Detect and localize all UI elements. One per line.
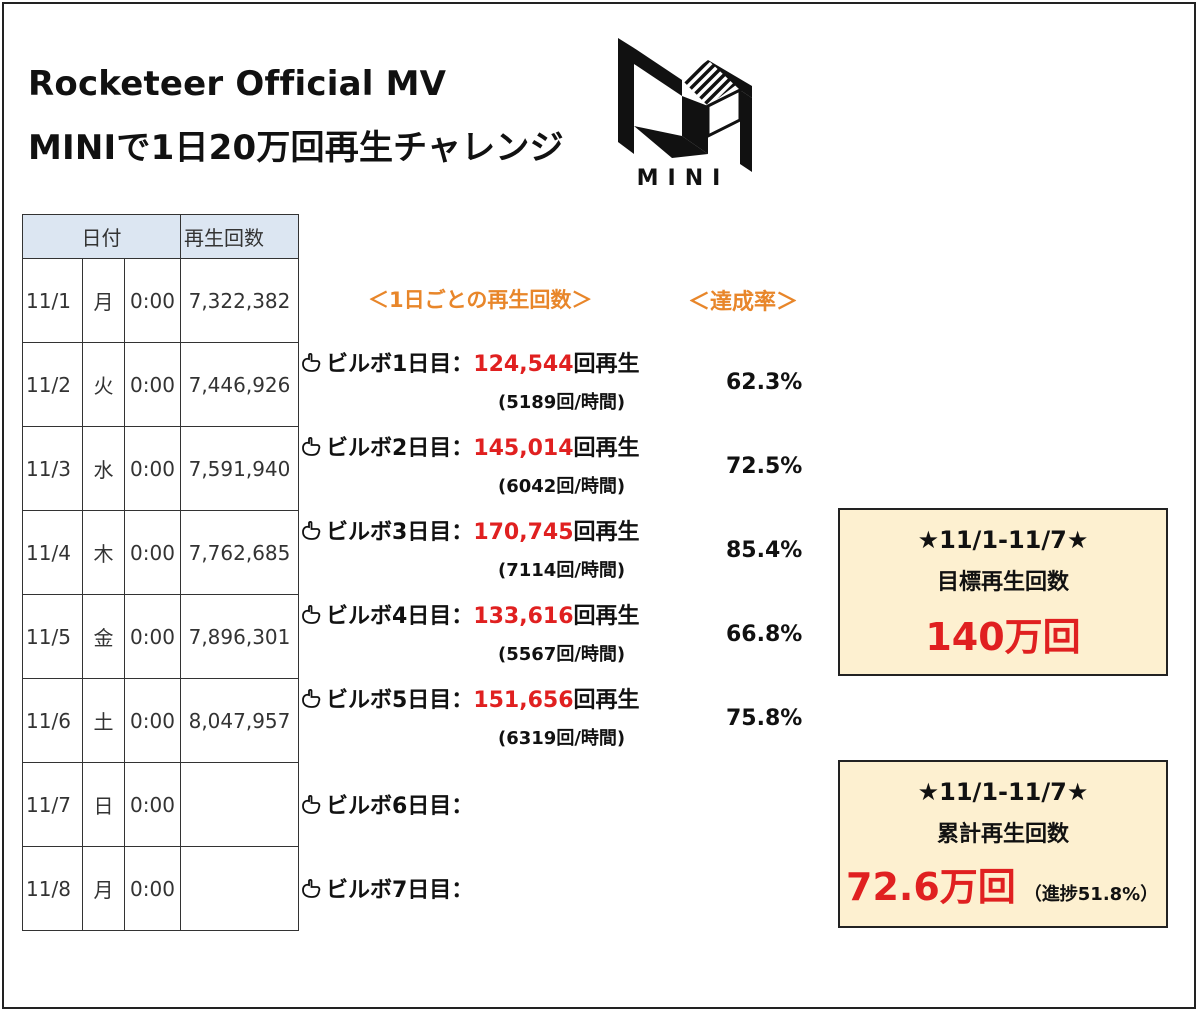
row-time: 0:00 bbox=[124, 342, 181, 427]
day-per-hour: (6042回/時間) bbox=[498, 476, 626, 497]
pointing-hand-icon bbox=[302, 436, 321, 456]
day-suffix: 回再生 bbox=[573, 352, 640, 377]
row-count: 7,446,926 bbox=[180, 342, 299, 427]
row-count: 7,762,685 bbox=[180, 510, 299, 595]
table-row: 11/5 金 0:00 7,896,301 bbox=[22, 594, 299, 679]
row-time: 0:00 bbox=[124, 426, 181, 511]
row-date: 11/3 bbox=[22, 426, 83, 511]
play-count-table: 日付 再生回数 11/1 月 0:00 7,322,382 11/2 火 0:0… bbox=[22, 214, 299, 931]
day-label: ビルボ7日目： bbox=[326, 878, 474, 903]
total-progress-note: （進捗51.8%） bbox=[1023, 884, 1159, 905]
row-count bbox=[180, 846, 299, 931]
day-entry: ビルボ3日目：170,745回再生 (7114回/時間) bbox=[300, 514, 700, 582]
row-weekday: 月 bbox=[82, 846, 125, 931]
day-entry: ビルボ5日目：151,656回再生 (6319回/時間) bbox=[300, 682, 700, 750]
day-suffix: 回再生 bbox=[573, 688, 640, 713]
pointing-hand-icon bbox=[302, 604, 321, 624]
mini-logo-text: MINI bbox=[636, 166, 730, 191]
day-plays: 145,014 bbox=[473, 436, 574, 461]
day-rate: 85.4% bbox=[726, 538, 803, 563]
day-entry: ビルボ2日目：145,014回再生 (6042回/時間) bbox=[300, 430, 700, 498]
row-date: 11/4 bbox=[22, 510, 83, 595]
day-suffix: 回再生 bbox=[573, 520, 640, 545]
total-value: 72.6万回 bbox=[846, 865, 1016, 909]
table-row: 11/8 月 0:00 bbox=[22, 846, 299, 931]
row-count bbox=[180, 762, 299, 847]
table-row: 11/2 火 0:00 7,446,926 bbox=[22, 342, 299, 427]
day-rate: 75.8% bbox=[726, 706, 803, 731]
goal-range: ★11/1-11/7★ bbox=[917, 526, 1089, 554]
day-plays: 133,616 bbox=[473, 604, 574, 629]
day-label: ビルボ4日目： bbox=[326, 604, 474, 629]
table-row: 11/7 日 0:00 bbox=[22, 762, 299, 847]
goal-label: 目標再生回数 bbox=[936, 570, 1069, 595]
day-plays: 170,745 bbox=[473, 520, 574, 545]
row-count: 7,896,301 bbox=[180, 594, 299, 679]
table-row: 11/3 水 0:00 7,591,940 bbox=[22, 426, 299, 511]
page-title-line1: Rocketeer Official MV bbox=[28, 64, 447, 104]
row-time: 0:00 bbox=[124, 678, 181, 763]
row-count: 7,591,940 bbox=[180, 426, 299, 511]
day-per-hour: (5567回/時間) bbox=[498, 644, 626, 665]
row-time: 0:00 bbox=[124, 510, 181, 595]
day-label: ビルボ3日目： bbox=[326, 520, 474, 545]
table-row: 11/1 月 0:00 7,322,382 bbox=[22, 258, 299, 343]
pointing-hand-icon bbox=[302, 688, 321, 708]
day-rate: 62.3% bbox=[726, 370, 803, 395]
row-time: 0:00 bbox=[124, 762, 181, 847]
day-entry: ビルボ4日目：133,616回再生 (5567回/時間) bbox=[300, 598, 700, 666]
pointing-hand-icon bbox=[302, 520, 321, 540]
pointing-hand-icon bbox=[302, 878, 321, 898]
day-per-hour: (6319回/時間) bbox=[498, 728, 626, 749]
row-time: 0:00 bbox=[124, 846, 181, 931]
page-title-line2: MINIで1日20万回再生チャレンジ bbox=[28, 128, 564, 168]
table-header-count: 再生回数 bbox=[180, 214, 299, 259]
day-suffix: 回再生 bbox=[573, 436, 640, 461]
total-label: 累計再生回数 bbox=[936, 822, 1069, 847]
row-date: 11/1 bbox=[22, 258, 83, 343]
day-plays: 151,656 bbox=[473, 688, 574, 713]
table-row: 11/6 土 0:00 8,047,957 bbox=[22, 678, 299, 763]
achievement-rate-header: ＜達成率＞ bbox=[688, 290, 799, 315]
row-weekday: 金 bbox=[82, 594, 125, 679]
day-label: ビルボ1日目： bbox=[326, 352, 474, 377]
day-label: ビルボ2日目： bbox=[326, 436, 474, 461]
day-plays: 124,544 bbox=[473, 352, 574, 377]
total-box: ★11/1-11/7★ 累計再生回数 72.6万回 （進捗51.8%） bbox=[838, 760, 1168, 928]
mini-logo-icon bbox=[618, 38, 752, 172]
goal-box: ★11/1-11/7★ 目標再生回数 140万回 bbox=[838, 508, 1168, 676]
row-time: 0:00 bbox=[124, 594, 181, 679]
day-suffix: 回再生 bbox=[573, 604, 640, 629]
row-weekday: 日 bbox=[82, 762, 125, 847]
day-entry: ビルボ1日目：124,544回再生 (5189回/時間) bbox=[300, 346, 700, 414]
row-count: 8,047,957 bbox=[180, 678, 299, 763]
day-label: ビルボ6日目： bbox=[326, 794, 474, 819]
row-date: 11/2 bbox=[22, 342, 83, 427]
table-header-date: 日付 bbox=[22, 214, 181, 259]
day-per-hour: (7114回/時間) bbox=[498, 560, 626, 581]
row-weekday: 水 bbox=[82, 426, 125, 511]
goal-value: 140万回 bbox=[925, 615, 1081, 659]
row-weekday: 木 bbox=[82, 510, 125, 595]
row-date: 11/5 bbox=[22, 594, 83, 679]
row-time: 0:00 bbox=[124, 258, 181, 343]
day-entry: ビルボ6日目： bbox=[300, 788, 700, 820]
day-rate: 66.8% bbox=[726, 622, 803, 647]
row-weekday: 火 bbox=[82, 342, 125, 427]
pointing-hand-icon bbox=[302, 352, 321, 372]
daily-plays-header: ＜1日ごとの再生回数＞ bbox=[368, 288, 593, 312]
day-entry: ビルボ7日目： bbox=[300, 872, 700, 904]
row-weekday: 土 bbox=[82, 678, 125, 763]
row-date: 11/7 bbox=[22, 762, 83, 847]
total-range: ★11/1-11/7★ bbox=[917, 778, 1089, 806]
day-per-hour: (5189回/時間) bbox=[498, 392, 626, 413]
pointing-hand-icon bbox=[302, 794, 321, 814]
day-rate: 72.5% bbox=[726, 454, 803, 479]
row-count: 7,322,382 bbox=[180, 258, 299, 343]
row-date: 11/6 bbox=[22, 678, 83, 763]
day-label: ビルボ5日目： bbox=[326, 688, 474, 713]
row-weekday: 月 bbox=[82, 258, 125, 343]
row-date: 11/8 bbox=[22, 846, 83, 931]
table-row: 11/4 木 0:00 7,762,685 bbox=[22, 510, 299, 595]
